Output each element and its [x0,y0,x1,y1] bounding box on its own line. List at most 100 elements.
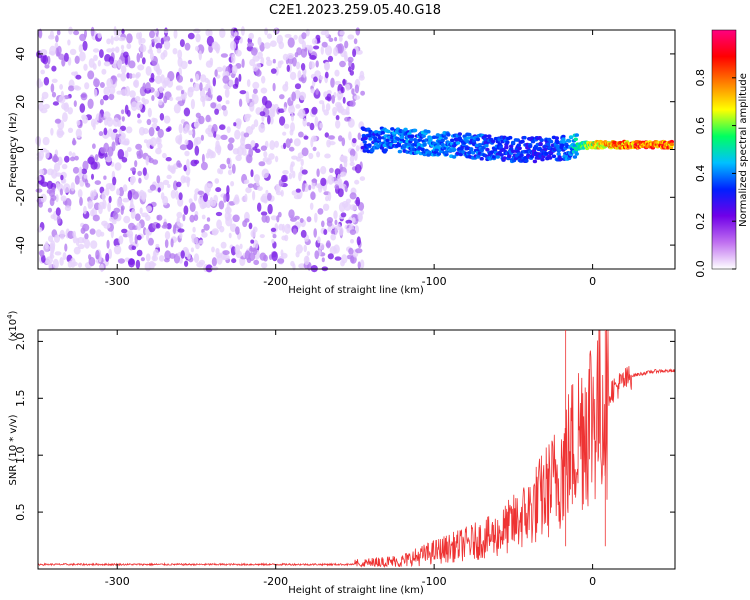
noise-cell [231,258,237,264]
noise-cell [345,83,351,91]
noise-cell [222,108,228,117]
noise-cell [355,145,360,152]
noise-cell [313,76,318,83]
noise-cell [138,177,142,184]
noise-cell [187,59,192,65]
colorbar-ticks: 0.0 0.2 0.4 0.6 0.8 [694,69,736,278]
noise-cell [233,196,240,205]
noise-cell [145,214,151,221]
noise-cell [206,217,211,222]
noise-cell [39,49,48,56]
noise-cell [136,150,142,157]
noise-cell [92,214,100,222]
colorbar-tick-label: 0.2 [694,212,707,230]
noise-cell [321,102,325,113]
noise-cell [162,152,167,159]
y-tick-label: 2.0 [14,333,27,351]
noise-cell [105,252,110,262]
signal-cell [490,139,496,144]
signal-cell [499,153,504,157]
noise-cell [159,113,165,121]
noise-cell [326,240,331,249]
noise-cell [308,184,312,191]
noise-cell [207,183,213,188]
noise-cell [40,69,45,75]
noise-cell [73,246,81,255]
noise-cell [108,248,112,259]
noise-cell [137,170,143,177]
noise-cell [38,28,43,39]
noise-cell [283,106,287,112]
signal-cell [422,143,427,147]
noise-cell [260,195,267,203]
noise-cell [87,70,95,80]
noise-cell [336,103,343,113]
noise-cell [139,52,143,59]
noise-cell [112,176,117,186]
noise-cell [241,58,245,68]
signal-cell [539,138,544,142]
noise-cell [112,211,119,220]
noise-cell [231,53,236,64]
noise-cell [352,48,357,58]
noise-cell [215,211,223,217]
noise-cell [345,198,351,204]
noise-cell [79,33,87,42]
noise-cell [220,134,228,140]
noise-cell [294,215,300,220]
noise-cell [267,203,273,215]
noise-cell [284,223,291,234]
noise-cell [121,116,125,122]
noise-cell [311,178,318,183]
noise-cell [230,40,237,51]
noise-cell [92,63,97,70]
noise-cell [335,119,341,129]
noise-cell [218,169,224,175]
noise-cell [158,255,165,262]
noise-cell [201,231,208,238]
noise-cell [102,94,109,101]
noise-cell [252,247,258,256]
noise-cell [79,196,83,206]
noise-cell [289,71,297,81]
noise-cell [349,192,357,200]
noise-cell [84,82,90,90]
noise-cell [97,32,102,39]
signal-cell [410,134,415,138]
noise-cell [344,185,348,193]
noise-cell [212,229,218,236]
signal-cell [386,129,391,134]
noise-cell [109,85,116,95]
y-tick-label: 40 [14,47,27,61]
noise-cell [344,40,349,49]
noise-cell [268,153,275,160]
noise-cell [49,197,55,207]
noise-cell [288,209,295,219]
noise-cell [55,207,61,216]
noise-cell [177,49,183,60]
noise-cell [228,232,232,239]
noise-cell [97,60,102,67]
noise-cell [134,96,141,102]
noise-cell [215,187,222,193]
noise-cell [239,90,247,95]
noise-cell [149,184,156,191]
noise-cell [166,174,172,180]
noise-cell [152,250,156,261]
noise-cell [137,119,142,124]
noise-cell [207,148,212,156]
signal-cell [451,147,457,152]
noise-cell [270,40,277,47]
noise-cell [147,237,154,246]
noise-cell [35,188,43,193]
noise-cell [179,39,185,48]
noise-cell [235,49,242,57]
noise-cell [314,250,320,260]
noise-cell [339,163,343,172]
noise-cell [326,93,332,102]
noise-cell [324,29,329,38]
noise-cell [80,92,88,101]
noise-cell [209,57,214,66]
noise-cell [234,244,240,255]
noise-cell [318,100,325,105]
